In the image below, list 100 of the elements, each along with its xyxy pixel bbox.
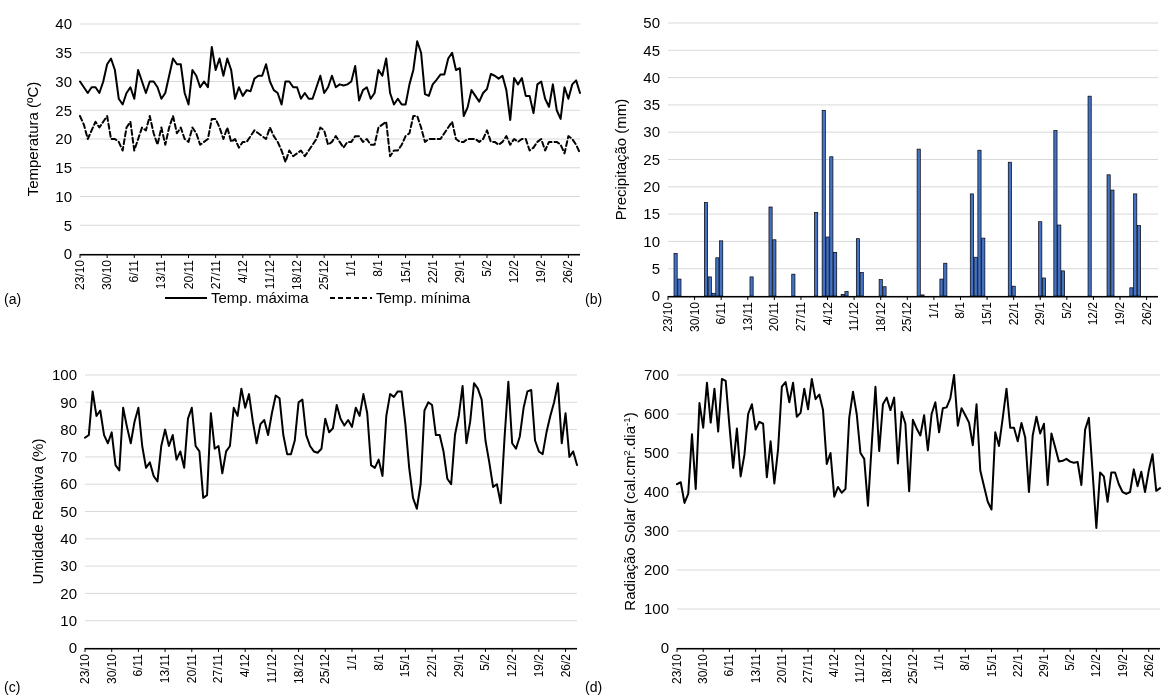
y-tick-label: 0 [660, 639, 669, 657]
y-tick-label: 400 [643, 483, 669, 501]
y-tick-label: 20 [643, 178, 660, 196]
x-tick-label: 4/12 [238, 653, 253, 678]
x-tick-label: 1/1 [932, 653, 947, 671]
y-tick-label: 10 [55, 187, 72, 205]
y-tick-label: 80 [60, 420, 77, 438]
y-tick-label: 50 [643, 14, 660, 32]
legend-label: Temp. mínima [376, 289, 471, 307]
y-tick-label: 25 [643, 150, 660, 168]
x-tick-label: 11/12 [853, 653, 868, 684]
x-tick-label: 12/2 [507, 259, 522, 284]
x-tick-label: 12/2 [1086, 301, 1101, 326]
y-axis-title: Temperatura (ºC) [24, 81, 41, 197]
x-tick-label: 29/1 [1033, 301, 1048, 326]
x-tick-label: 4/12 [820, 301, 835, 326]
text: (d) [585, 679, 603, 695]
x-tick-label: 8/1 [371, 259, 386, 277]
x-tick-label: 30/10 [687, 301, 702, 333]
y-tick-label: 35 [643, 96, 660, 114]
x-tick-label: 22/1 [1010, 653, 1025, 678]
x-tick-label: 20/11 [774, 653, 789, 684]
x-tick-label: 13/11 [154, 259, 169, 290]
x-tick-label: 12/2 [1089, 653, 1104, 678]
x-tick-label: 23/10 [73, 259, 87, 291]
x-tick-label: 12/2 [505, 653, 520, 678]
y-tick-label: 20 [55, 130, 72, 148]
x-tick-label: 5/2 [479, 259, 494, 277]
x-tick-label: 25/12 [317, 259, 332, 291]
y-tick-label: 100 [51, 366, 77, 384]
y-tick-label: 70 [60, 448, 77, 466]
x-tick-label: 13/11 [748, 653, 763, 684]
x-tick-label: 4/12 [235, 259, 250, 284]
x-tick-label: 29/1 [1036, 653, 1051, 678]
y-tick-label: 30 [55, 72, 72, 90]
y-tick-label: 40 [60, 530, 77, 548]
line-series [79, 40, 581, 122]
x-tick-label: 8/1 [953, 301, 968, 319]
x-tick-label: 4/12 [827, 653, 842, 678]
x-tick-label: 1/1 [344, 653, 359, 671]
y-tick-label: 200 [643, 561, 669, 579]
x-tick-label: 19/2 [534, 259, 549, 284]
x-tick-label: 5/2 [1059, 301, 1074, 319]
line-series [676, 374, 1161, 529]
x-tick-label: 5/2 [1063, 653, 1078, 671]
x-tick-label: 8/1 [958, 653, 973, 671]
x-tick-label: 23/10 [670, 653, 684, 685]
x-tick-label: 6/11 [131, 653, 146, 677]
x-tick-label: 18/12 [290, 259, 305, 291]
x-tick-label: 6/11 [722, 653, 737, 677]
y-axis-title: Umidade Relativa (%) [29, 438, 46, 585]
x-tick-label: 19/2 [1113, 301, 1128, 326]
x-tick-label: 27/11 [793, 301, 808, 332]
x-tick-label: 22/1 [425, 259, 440, 284]
x-tick-label: 30/10 [696, 653, 711, 685]
x-tick-label: 18/12 [873, 301, 888, 333]
x-tick-label: 27/11 [208, 259, 223, 290]
y-tick-label: 35 [55, 44, 72, 61]
x-tick-label: 22/1 [425, 653, 440, 678]
y-tick-label: 700 [643, 366, 669, 384]
x-tick-label: 29/1 [452, 259, 467, 284]
x-tick-label: 22/1 [1006, 301, 1021, 326]
x-tick-label: 13/11 [740, 301, 755, 332]
y-tick-label: 10 [60, 611, 77, 629]
y-tick-label: 600 [643, 405, 669, 423]
x-tick-label: 11/12 [847, 301, 862, 332]
x-tick-label: 8/1 [371, 653, 386, 671]
x-tick-label: 1/1 [926, 301, 941, 319]
x-tick-label: 20/11 [184, 653, 199, 684]
y-tick-label: 40 [55, 15, 72, 33]
y-tick-label: 50 [60, 502, 77, 520]
x-tick-label: 11/12 [264, 653, 279, 684]
x-tick-label: 29/1 [451, 653, 466, 678]
x-tick-label: 15/1 [984, 653, 999, 678]
x-tick-label: 25/12 [900, 301, 915, 333]
x-tick-label: 15/1 [398, 259, 413, 284]
y-tick-label: 10 [643, 232, 660, 250]
x-tick-label: 27/11 [801, 653, 816, 684]
x-tick-label: 26/2 [1139, 301, 1154, 326]
x-tick-label: 23/10 [78, 653, 92, 685]
x-tick-label: 15/1 [980, 301, 995, 326]
x-tick-label: 1/1 [344, 259, 359, 277]
y-tick-label: 0 [651, 287, 660, 305]
x-tick-label: 26/2 [1141, 653, 1156, 678]
y-tick-label: 15 [55, 159, 72, 176]
y-tick-label: 0 [68, 639, 77, 657]
y-tick-label: 25 [55, 101, 72, 119]
x-tick-label: 30/10 [104, 653, 119, 685]
y-tick-label: 100 [643, 600, 669, 618]
x-tick-label: 6/11 [714, 301, 729, 325]
y-tick-label: 20 [60, 584, 77, 602]
x-tick-label: 20/11 [767, 301, 782, 332]
y-tick-label: 45 [643, 41, 660, 59]
y-axis-title: Precipitação (mm) [612, 98, 629, 221]
y-tick-label: 15 [643, 205, 660, 223]
x-tick-label: 30/10 [100, 259, 115, 291]
x-tick-label: 19/2 [531, 653, 546, 678]
line-series [84, 380, 578, 510]
y-tick-label: 40 [643, 68, 660, 86]
x-tick-label: 18/12 [879, 653, 894, 685]
